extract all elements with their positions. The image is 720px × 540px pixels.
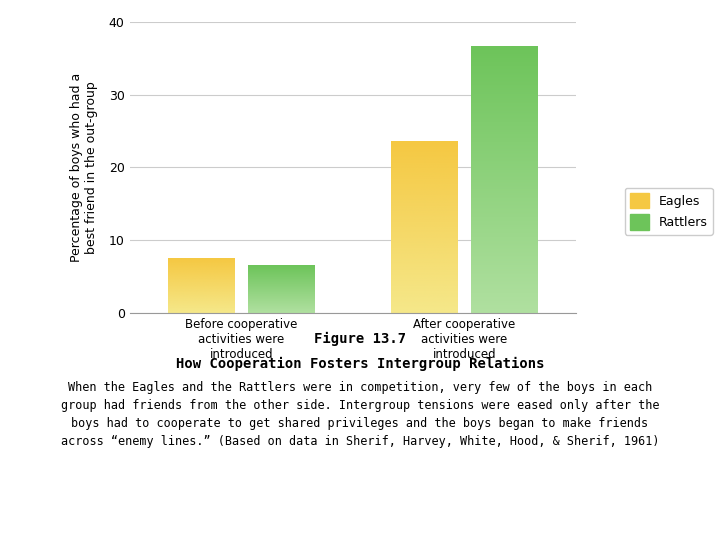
Text: ALWAYS LEARNING: ALWAYS LEARNING xyxy=(7,510,110,520)
Legend: Eagles, Rattlers: Eagles, Rattlers xyxy=(625,188,713,234)
Text: When the Eagles and the Rattlers were in competition, very few of the boys in ea: When the Eagles and the Rattlers were in… xyxy=(60,381,660,448)
Text: How Cooperation Fosters Intergroup Relations: How Cooperation Fosters Intergroup Relat… xyxy=(176,356,544,370)
Y-axis label: Percentage of boys who had a
best friend in the out-group: Percentage of boys who had a best friend… xyxy=(70,73,98,262)
Text: Social Psychology, Eighth Edition: Social Psychology, Eighth Edition xyxy=(137,502,285,511)
Text: PEARSON: PEARSON xyxy=(634,508,720,526)
Text: All Rights Reserved.: All Rights Reserved. xyxy=(490,519,580,529)
Text: Figure 13.7: Figure 13.7 xyxy=(314,332,406,346)
Text: Elliot Aronson | Timothy D. Wilson | Robin M. Akert: Elliot Aronson | Timothy D. Wilson | Rob… xyxy=(137,519,364,529)
Text: ©2013 Pearson Education, Inc.: ©2013 Pearson Education, Inc. xyxy=(490,502,630,511)
